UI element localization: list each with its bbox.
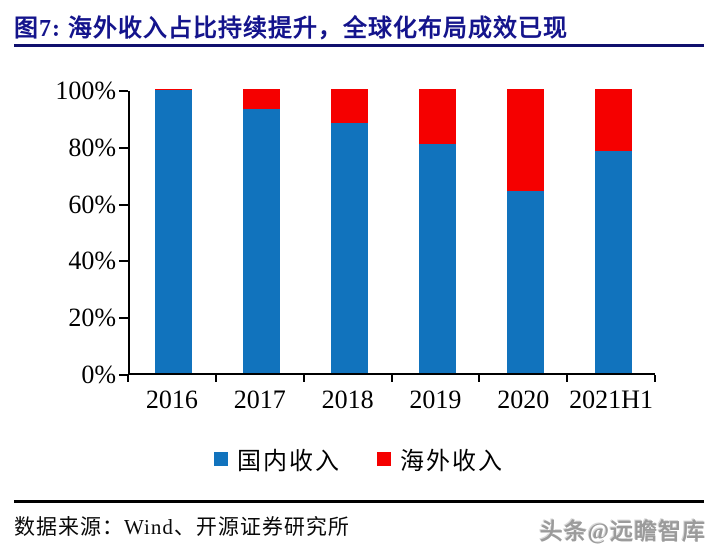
legend-label: 海外收入 [400, 449, 504, 475]
data-source-text: 数据来源：Wind、开源证券研究所 [14, 515, 350, 539]
legend-item-海外收入: 海外收入 [377, 441, 504, 476]
x-axis-label-2021H1: 2021H1 [569, 385, 653, 414]
bar-segment-海外收入-2019 [418, 89, 456, 145]
figure-title: 图7: 海外收入占比持续提升，全球化布局成效已现 [14, 16, 568, 42]
y-axis-label-40%: 40% [68, 246, 116, 276]
chart-legend: 国内收入 海外收入 [0, 441, 718, 476]
x-axis-tick [127, 375, 129, 382]
legend-swatch-icon [214, 451, 228, 466]
bar-segment-海外收入-2021H1 [594, 89, 632, 152]
bar-segment-国内收入-2019 [418, 144, 456, 373]
bar-segment-国内收入-2018 [331, 123, 369, 373]
y-axis-tick [119, 260, 128, 263]
y-axis-label-100%: 100% [55, 76, 116, 105]
bar-segment-海外收入-2018 [331, 89, 369, 124]
x-axis-label-2017: 2017 [233, 385, 286, 414]
bar-2018 [331, 89, 369, 373]
bar-segment-国内收入-2020 [506, 191, 544, 373]
x-axis-label-2020: 2020 [497, 385, 550, 414]
footer-divider [14, 500, 704, 503]
bar-2017 [243, 89, 281, 373]
y-axis-tick [119, 317, 128, 320]
title-underline [14, 44, 704, 47]
x-axis-label-2018: 2018 [321, 385, 374, 414]
bar-2020 [506, 89, 544, 373]
bar-segment-国内收入-2017 [243, 108, 281, 373]
y-axis-label-0%: 0% [81, 360, 116, 389]
legend-label: 国内收入 [237, 449, 341, 475]
x-axis-tick [390, 375, 393, 382]
bar-segment-国内收入-2021H1 [594, 151, 632, 373]
bar-segment-国内收入-2016 [155, 90, 193, 373]
stacked-bar-plot [128, 89, 655, 375]
y-axis-label-60%: 60% [68, 189, 116, 219]
y-axis-label-20%: 20% [68, 303, 116, 333]
bar-2016 [155, 89, 193, 373]
y-axis-tick [119, 374, 128, 376]
x-axis-tick [302, 375, 305, 382]
watermark-text: 头条@远瞻智库 [539, 519, 706, 544]
x-axis-label-2019: 2019 [409, 385, 462, 414]
x-axis-tick [478, 375, 481, 382]
y-axis-tick [119, 90, 128, 92]
legend-swatch-icon [377, 451, 391, 466]
x-axis-tick [654, 375, 656, 382]
bar-segment-海外收入-2020 [506, 89, 544, 192]
y-axis-tick [119, 146, 128, 149]
x-axis-label-2016: 2016 [145, 385, 198, 414]
legend-item-国内收入: 国内收入 [214, 441, 341, 476]
bar-2021H1 [594, 89, 632, 373]
x-axis-tick [566, 375, 569, 382]
bar-segment-海外收入-2017 [243, 89, 281, 109]
y-axis-label-80%: 80% [68, 132, 116, 162]
y-axis-tick [119, 203, 128, 206]
x-axis-tick [214, 375, 217, 382]
bar-2019 [418, 89, 456, 373]
bar-segment-海外收入-2016 [155, 89, 193, 91]
